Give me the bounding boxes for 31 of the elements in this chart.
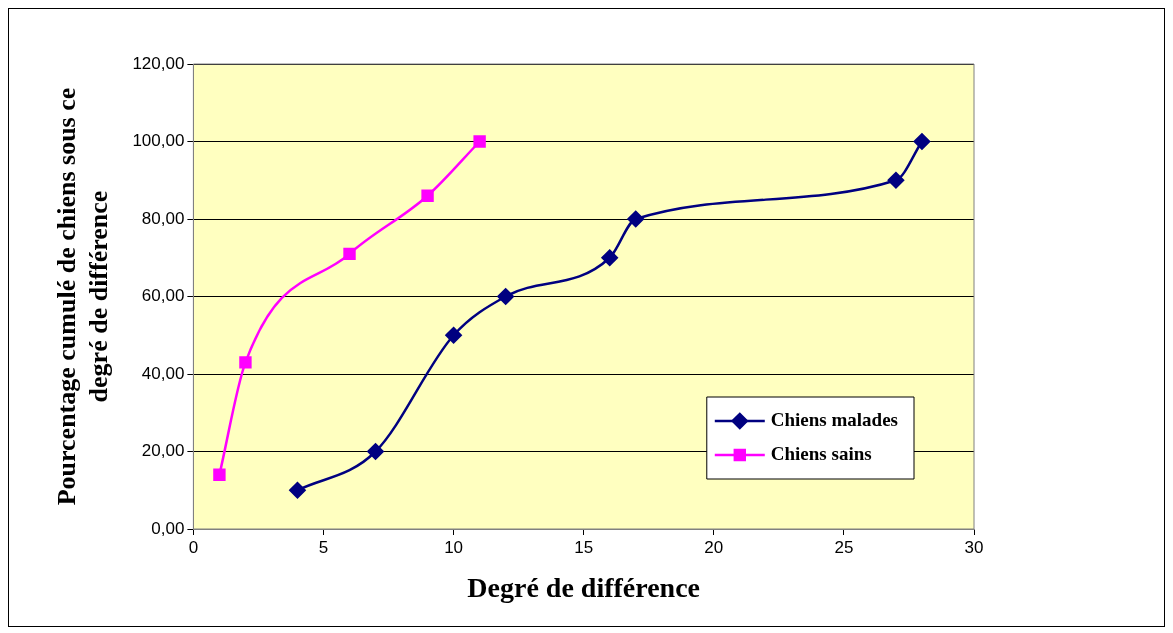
x-tick-label: 0 xyxy=(188,537,199,557)
point xyxy=(367,443,384,460)
point xyxy=(239,356,252,369)
point xyxy=(473,135,486,148)
point xyxy=(913,133,931,150)
x-tick-label: 5 xyxy=(318,537,329,557)
y-tick-label: 20,00 xyxy=(141,441,185,461)
point xyxy=(887,172,905,189)
point xyxy=(343,247,356,261)
point xyxy=(497,288,514,305)
point xyxy=(289,482,306,499)
point xyxy=(627,210,644,228)
point xyxy=(213,468,226,481)
point xyxy=(421,189,434,202)
y-axis-title: Pourcentage cumulé de chiens sous ce degré de différence xyxy=(52,87,113,506)
x-tick-label: 30 xyxy=(964,537,984,557)
y-tick-label: 0,00 xyxy=(151,518,185,538)
legend-label: Chiens malades xyxy=(770,408,899,430)
legend-label: Chiens sains xyxy=(770,442,872,464)
x-tick-label: 25 xyxy=(834,537,854,557)
x-tick-label: 15 xyxy=(574,537,594,557)
y-tick-label: 120,00 xyxy=(132,53,185,73)
y-tick-label: 100,00 xyxy=(132,131,185,151)
y-tick-label: 60,00 xyxy=(141,286,185,306)
point xyxy=(601,249,618,266)
x-tick-label: 10 xyxy=(444,537,464,557)
point xyxy=(445,327,462,344)
x-axis-title: Degré de différence xyxy=(467,572,701,604)
y-tick-label: 40,00 xyxy=(141,363,185,383)
y-tick-label: 80,00 xyxy=(141,208,185,228)
x-tick-label: 20 xyxy=(704,537,724,557)
